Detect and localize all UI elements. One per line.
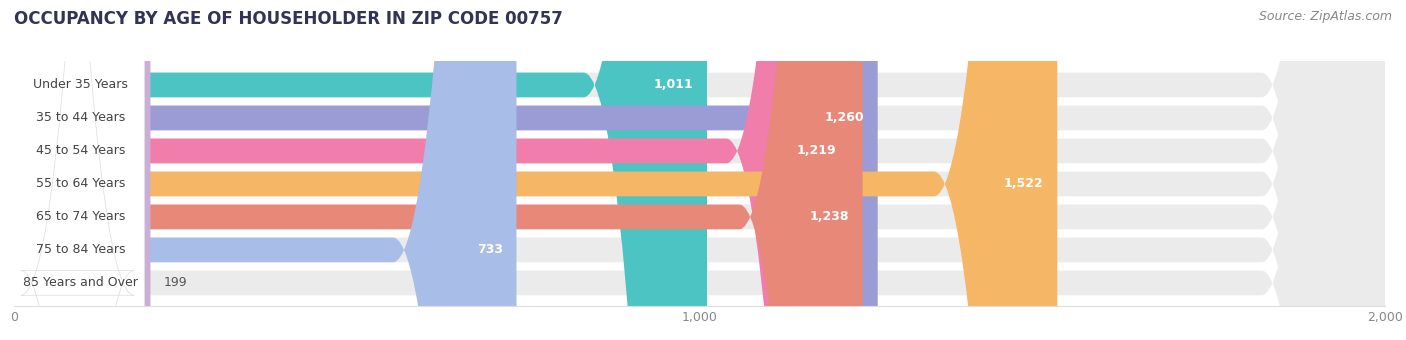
FancyBboxPatch shape <box>14 0 1385 340</box>
FancyBboxPatch shape <box>14 0 849 340</box>
FancyBboxPatch shape <box>14 0 516 340</box>
Text: 85 Years and Over: 85 Years and Over <box>24 276 138 289</box>
FancyBboxPatch shape <box>14 0 877 340</box>
FancyBboxPatch shape <box>14 0 150 340</box>
FancyBboxPatch shape <box>11 0 145 340</box>
Text: 45 to 54 Years: 45 to 54 Years <box>37 144 125 157</box>
FancyBboxPatch shape <box>14 0 1385 340</box>
Text: 1,238: 1,238 <box>810 210 849 223</box>
Text: 199: 199 <box>165 276 188 289</box>
Text: 733: 733 <box>477 243 503 256</box>
FancyBboxPatch shape <box>11 0 145 340</box>
FancyBboxPatch shape <box>14 0 1385 340</box>
Text: 65 to 74 Years: 65 to 74 Years <box>37 210 125 223</box>
Text: 55 to 64 Years: 55 to 64 Years <box>37 177 125 190</box>
FancyBboxPatch shape <box>11 0 145 340</box>
FancyBboxPatch shape <box>14 0 1385 340</box>
Text: 1,260: 1,260 <box>824 112 863 124</box>
FancyBboxPatch shape <box>14 0 1385 340</box>
Text: 35 to 44 Years: 35 to 44 Years <box>37 112 125 124</box>
FancyBboxPatch shape <box>14 0 707 340</box>
FancyBboxPatch shape <box>14 0 1057 340</box>
Text: 75 to 84 Years: 75 to 84 Years <box>37 243 125 256</box>
Text: Source: ZipAtlas.com: Source: ZipAtlas.com <box>1258 10 1392 23</box>
Text: 1,522: 1,522 <box>1004 177 1043 190</box>
Text: 1,219: 1,219 <box>796 144 837 157</box>
Text: OCCUPANCY BY AGE OF HOUSEHOLDER IN ZIP CODE 00757: OCCUPANCY BY AGE OF HOUSEHOLDER IN ZIP C… <box>14 10 562 28</box>
Text: Under 35 Years: Under 35 Years <box>34 79 128 91</box>
FancyBboxPatch shape <box>11 0 145 340</box>
FancyBboxPatch shape <box>14 0 1385 340</box>
FancyBboxPatch shape <box>11 0 145 340</box>
FancyBboxPatch shape <box>11 0 145 340</box>
Text: 1,011: 1,011 <box>654 79 693 91</box>
FancyBboxPatch shape <box>14 0 863 340</box>
FancyBboxPatch shape <box>14 0 1385 340</box>
FancyBboxPatch shape <box>11 0 145 340</box>
